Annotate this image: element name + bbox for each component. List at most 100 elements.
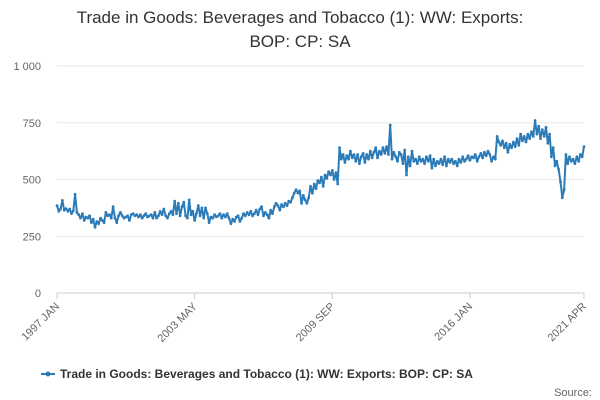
data-point[interactable] bbox=[513, 145, 517, 149]
data-point[interactable] bbox=[345, 154, 349, 158]
data-point[interactable] bbox=[211, 216, 215, 220]
data-point[interactable] bbox=[405, 173, 408, 177]
data-point[interactable] bbox=[318, 181, 321, 185]
data-point[interactable] bbox=[109, 216, 113, 220]
data-point[interactable] bbox=[493, 157, 497, 161]
data-point[interactable] bbox=[492, 155, 495, 159]
data-point[interactable] bbox=[173, 199, 177, 203]
data-point[interactable] bbox=[428, 154, 432, 158]
data-point[interactable] bbox=[508, 142, 512, 146]
data-point[interactable] bbox=[368, 149, 372, 153]
data-point[interactable] bbox=[468, 158, 472, 162]
data-point[interactable] bbox=[410, 149, 414, 153]
data-point[interactable] bbox=[144, 212, 148, 216]
data-point[interactable] bbox=[182, 200, 186, 204]
data-point[interactable] bbox=[314, 187, 318, 191]
data-point[interactable] bbox=[307, 196, 311, 200]
data-point[interactable] bbox=[142, 214, 146, 218]
data-point[interactable] bbox=[126, 214, 129, 218]
data-point[interactable] bbox=[97, 222, 101, 226]
data-point[interactable] bbox=[55, 204, 59, 208]
data-point[interactable] bbox=[575, 155, 579, 159]
data-point[interactable] bbox=[365, 153, 369, 156]
data-point[interactable] bbox=[374, 146, 378, 150]
data-point[interactable] bbox=[555, 159, 559, 163]
data-point[interactable] bbox=[414, 157, 417, 161]
data-point[interactable] bbox=[419, 159, 423, 163]
data-point[interactable] bbox=[155, 216, 159, 220]
data-point[interactable] bbox=[488, 153, 492, 156]
data-point[interactable] bbox=[475, 159, 479, 163]
data-point[interactable] bbox=[100, 219, 104, 222]
data-point[interactable] bbox=[352, 153, 356, 156]
data-point[interactable] bbox=[265, 213, 269, 217]
data-point[interactable] bbox=[441, 163, 445, 167]
data-point[interactable] bbox=[193, 219, 197, 222]
data-point[interactable] bbox=[312, 182, 316, 186]
data-point[interactable] bbox=[95, 220, 99, 223]
data-point[interactable] bbox=[573, 162, 577, 166]
data-point[interactable] bbox=[292, 191, 296, 195]
data-point[interactable] bbox=[472, 156, 475, 160]
data-point[interactable] bbox=[229, 222, 233, 226]
data-point[interactable] bbox=[506, 150, 510, 154]
data-point[interactable] bbox=[387, 153, 390, 156]
data-point[interactable] bbox=[455, 164, 459, 168]
data-point[interactable] bbox=[412, 159, 416, 163]
data-point[interactable] bbox=[254, 208, 258, 212]
data-point[interactable] bbox=[88, 214, 91, 218]
data-point[interactable] bbox=[205, 212, 209, 216]
data-point[interactable] bbox=[77, 213, 81, 217]
data-point[interactable] bbox=[175, 212, 178, 216]
data-point[interactable] bbox=[566, 162, 570, 166]
data-point[interactable] bbox=[149, 213, 153, 217]
data-point[interactable] bbox=[321, 184, 325, 188]
data-point[interactable] bbox=[560, 196, 564, 200]
data-point[interactable] bbox=[325, 177, 329, 180]
data-point[interactable] bbox=[301, 194, 305, 197]
data-point[interactable] bbox=[350, 156, 354, 160]
data-point[interactable] bbox=[361, 152, 365, 155]
data-point[interactable] bbox=[582, 145, 586, 149]
data-point[interactable] bbox=[189, 213, 193, 217]
data-point[interactable] bbox=[477, 155, 481, 159]
data-point[interactable] bbox=[457, 157, 461, 161]
data-point[interactable] bbox=[367, 157, 370, 161]
data-point[interactable] bbox=[512, 140, 515, 144]
data-point[interactable] bbox=[245, 211, 249, 214]
data-point[interactable] bbox=[157, 214, 160, 218]
data-point[interactable] bbox=[463, 159, 466, 163]
data-point[interactable] bbox=[86, 216, 90, 220]
data-point[interactable] bbox=[358, 162, 361, 166]
data-point[interactable] bbox=[370, 156, 374, 160]
data-point[interactable] bbox=[251, 214, 255, 218]
data-point[interactable] bbox=[533, 119, 537, 122]
data-point[interactable] bbox=[537, 124, 541, 128]
data-point[interactable] bbox=[417, 155, 421, 159]
data-point[interactable] bbox=[544, 125, 548, 129]
data-point[interactable] bbox=[548, 132, 551, 136]
data-point[interactable] bbox=[330, 169, 334, 172]
data-point[interactable] bbox=[379, 153, 383, 156]
data-point[interactable] bbox=[218, 212, 222, 216]
data-point[interactable] bbox=[454, 159, 457, 163]
data-point[interactable] bbox=[502, 146, 506, 150]
data-point[interactable] bbox=[222, 213, 226, 217]
data-point[interactable] bbox=[486, 149, 490, 153]
data-point[interactable] bbox=[347, 157, 350, 161]
data-point[interactable] bbox=[73, 192, 77, 196]
data-point[interactable] bbox=[459, 161, 463, 164]
data-point[interactable] bbox=[240, 216, 244, 220]
data-point[interactable] bbox=[522, 135, 526, 138]
data-point[interactable] bbox=[530, 130, 533, 134]
data-point[interactable] bbox=[479, 152, 483, 155]
data-point[interactable] bbox=[550, 155, 553, 159]
data-point[interactable] bbox=[184, 214, 188, 218]
data-point[interactable] bbox=[464, 157, 468, 161]
data-point[interactable] bbox=[363, 161, 367, 164]
data-point[interactable] bbox=[66, 209, 70, 213]
data-point[interactable] bbox=[501, 139, 504, 143]
data-point[interactable] bbox=[546, 141, 550, 145]
data-point[interactable] bbox=[247, 213, 251, 217]
data-point[interactable] bbox=[99, 216, 102, 220]
